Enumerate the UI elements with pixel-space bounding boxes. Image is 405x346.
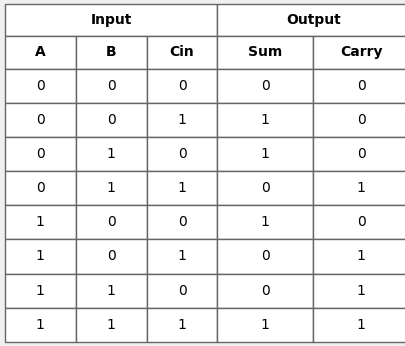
Bar bbox=[217, 4, 405, 36]
Bar bbox=[217, 273, 313, 308]
Bar bbox=[5, 137, 76, 171]
Text: Carry: Carry bbox=[340, 45, 382, 60]
Text: 1: 1 bbox=[357, 181, 366, 195]
Text: 0: 0 bbox=[261, 181, 269, 195]
Text: 0: 0 bbox=[36, 181, 45, 195]
Bar bbox=[147, 273, 217, 308]
Text: 1: 1 bbox=[107, 318, 115, 332]
Bar bbox=[76, 103, 147, 137]
Bar bbox=[313, 69, 405, 103]
Bar bbox=[5, 239, 76, 273]
Text: 1: 1 bbox=[261, 318, 269, 332]
Bar bbox=[217, 103, 313, 137]
Text: 1: 1 bbox=[36, 318, 45, 332]
Text: 0: 0 bbox=[36, 113, 45, 127]
Text: 0: 0 bbox=[357, 147, 366, 161]
Bar bbox=[5, 171, 76, 205]
Text: 0: 0 bbox=[178, 147, 186, 161]
Bar bbox=[147, 205, 217, 239]
Bar bbox=[76, 308, 147, 342]
Text: 0: 0 bbox=[36, 147, 45, 161]
Bar bbox=[5, 205, 76, 239]
Text: 0: 0 bbox=[107, 113, 115, 127]
Text: 0: 0 bbox=[178, 79, 186, 93]
Bar bbox=[5, 36, 76, 69]
Text: B: B bbox=[106, 45, 117, 60]
Bar bbox=[313, 103, 405, 137]
Bar bbox=[313, 36, 405, 69]
Bar bbox=[5, 4, 217, 36]
Text: 1: 1 bbox=[107, 181, 115, 195]
Bar bbox=[147, 137, 217, 171]
Text: Output: Output bbox=[286, 13, 341, 27]
Text: Cin: Cin bbox=[170, 45, 194, 60]
Text: 1: 1 bbox=[178, 249, 186, 263]
Text: 0: 0 bbox=[261, 79, 269, 93]
Bar bbox=[217, 69, 313, 103]
Bar bbox=[313, 239, 405, 273]
Bar bbox=[147, 239, 217, 273]
Text: 1: 1 bbox=[261, 215, 269, 229]
Bar bbox=[313, 171, 405, 205]
Text: 1: 1 bbox=[107, 284, 115, 298]
Bar bbox=[5, 273, 76, 308]
Text: 1: 1 bbox=[357, 318, 366, 332]
Text: 0: 0 bbox=[261, 249, 269, 263]
Bar bbox=[217, 137, 313, 171]
Bar bbox=[76, 171, 147, 205]
Bar bbox=[76, 239, 147, 273]
Bar bbox=[5, 69, 76, 103]
Text: 1: 1 bbox=[357, 249, 366, 263]
Text: 1: 1 bbox=[261, 113, 269, 127]
Bar bbox=[313, 273, 405, 308]
Bar bbox=[313, 205, 405, 239]
Bar bbox=[76, 273, 147, 308]
Text: 0: 0 bbox=[261, 284, 269, 298]
Bar bbox=[147, 308, 217, 342]
Text: 0: 0 bbox=[357, 113, 366, 127]
Bar bbox=[217, 36, 313, 69]
Text: 1: 1 bbox=[178, 181, 186, 195]
Text: Input: Input bbox=[90, 13, 132, 27]
Text: 1: 1 bbox=[107, 147, 115, 161]
Bar bbox=[147, 171, 217, 205]
Bar bbox=[76, 137, 147, 171]
Bar bbox=[5, 308, 76, 342]
Bar bbox=[217, 205, 313, 239]
Bar bbox=[313, 308, 405, 342]
Text: 1: 1 bbox=[36, 249, 45, 263]
Bar bbox=[76, 69, 147, 103]
Text: 0: 0 bbox=[107, 249, 115, 263]
Bar bbox=[217, 171, 313, 205]
Text: 0: 0 bbox=[107, 215, 115, 229]
Text: 1: 1 bbox=[178, 113, 186, 127]
Text: Sum: Sum bbox=[248, 45, 282, 60]
Text: 0: 0 bbox=[107, 79, 115, 93]
Text: 1: 1 bbox=[36, 284, 45, 298]
Text: 0: 0 bbox=[357, 79, 366, 93]
Bar bbox=[76, 205, 147, 239]
Bar bbox=[313, 137, 405, 171]
Text: 0: 0 bbox=[178, 215, 186, 229]
Text: 1: 1 bbox=[261, 147, 269, 161]
Bar bbox=[217, 308, 313, 342]
Bar bbox=[217, 239, 313, 273]
Bar bbox=[147, 103, 217, 137]
Text: 1: 1 bbox=[357, 284, 366, 298]
Bar bbox=[5, 103, 76, 137]
Bar bbox=[76, 36, 147, 69]
Text: A: A bbox=[35, 45, 46, 60]
Text: 0: 0 bbox=[357, 215, 366, 229]
Bar bbox=[147, 36, 217, 69]
Text: 1: 1 bbox=[178, 318, 186, 332]
Text: 0: 0 bbox=[178, 284, 186, 298]
Text: 0: 0 bbox=[36, 79, 45, 93]
Bar bbox=[147, 69, 217, 103]
Text: 1: 1 bbox=[36, 215, 45, 229]
